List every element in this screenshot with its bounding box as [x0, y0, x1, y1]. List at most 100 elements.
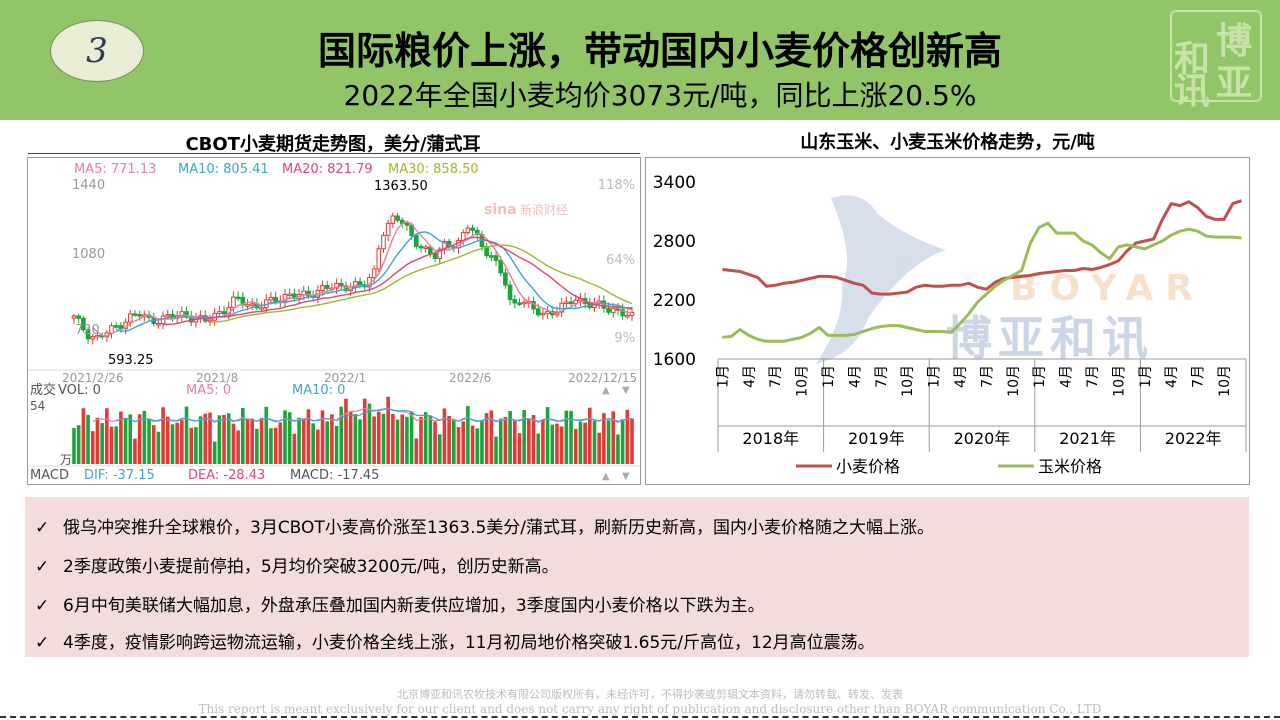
volume-bar: [114, 426, 119, 464]
candle-body: [156, 322, 161, 326]
volume-bar: [517, 433, 522, 464]
title-underline: [28, 153, 640, 154]
logo-char-1: 和: [1174, 38, 1211, 80]
volume-bar: [437, 434, 442, 464]
candle-body: [268, 296, 274, 301]
bullet-1-text: 俄乌冲突推升全球粮价，3月CBOT小麦高价涨至1363.5美分/蒲式耳，刷新历史…: [63, 518, 935, 538]
y-tick-2800: 2800: [653, 232, 696, 252]
vol-axis-max: 54: [30, 399, 45, 413]
volume-bar: [381, 413, 386, 464]
vol-legend: VOL: 0: [58, 383, 101, 398]
check-icon: ✓: [35, 518, 50, 538]
candle-body: [503, 272, 508, 286]
candle-body: [507, 284, 513, 301]
y-tick-1080: 1080: [72, 247, 105, 262]
candle-body: [470, 227, 475, 231]
volume-bar: [339, 406, 344, 464]
volume-bar: [100, 423, 104, 464]
legend-wheat: 小麦价格: [836, 457, 900, 476]
check-icon: ✓: [35, 633, 50, 653]
candle-body: [165, 314, 171, 317]
volume-bar: [133, 438, 137, 464]
volume-bar: [531, 414, 536, 464]
volume-bar: [452, 420, 456, 464]
price-chart-title: 山东玉米、小麦玉米价格走势，元/吨: [800, 132, 1095, 153]
month-label: 1月: [1032, 365, 1048, 388]
volume-bar: [573, 429, 578, 464]
candle-body: [540, 312, 546, 316]
candle-body: [170, 314, 175, 319]
volume-bar: [320, 410, 325, 464]
volume-bar: [194, 427, 198, 464]
cbot-chart-title: CBOT小麦期货走势图，美分/蒲式耳: [185, 134, 481, 155]
volume-bar: [348, 411, 353, 464]
candle-body: [137, 314, 142, 317]
volume-bar: [512, 420, 517, 464]
volume-bar: [386, 396, 390, 464]
bullet-4: ✓ 4季度，疫情影响跨运物流运输，小麦价格全线上涨，11月初局地价格突破1.65元…: [35, 628, 875, 653]
volume-bar: [297, 417, 301, 464]
volume-bar: [161, 407, 165, 464]
volume-bar: [630, 418, 634, 464]
candle-body: [127, 313, 133, 323]
candle-body: [306, 290, 311, 297]
scroll-down-arrow[interactable]: ▼: [622, 385, 630, 396]
macd-scroll-down-arrow[interactable]: ▼: [622, 471, 630, 482]
candle-body: [95, 334, 100, 338]
volume-bar: [362, 398, 367, 464]
volume-bar: [587, 407, 592, 464]
legend: 小麦价格 玉米价格: [796, 457, 1102, 476]
candle-body: [371, 268, 377, 279]
volume-bar: [287, 412, 292, 464]
month-label: 7月: [979, 365, 995, 388]
candle-body: [395, 215, 400, 221]
volume-bar: [90, 431, 95, 464]
volume-bar: [592, 420, 597, 464]
volume-bar: [597, 432, 601, 464]
candle-body: [381, 234, 386, 250]
candle-body: [498, 259, 504, 274]
volume-bar: [602, 413, 606, 464]
bullet-4-text: 4季度，疫情影响跨运物流运输，小麦价格全线上涨，11月初局地价格突破1.65元/…: [63, 633, 875, 653]
candle-body: [620, 308, 625, 317]
candle-body: [90, 336, 96, 340]
volume-bar: [480, 419, 484, 464]
candle-body: [437, 248, 443, 260]
volume-bar: [334, 425, 339, 464]
section-number-badge: 3: [50, 20, 144, 82]
volume-bar: [72, 428, 76, 464]
y-tick-1600: 1600: [653, 350, 696, 370]
volume-bar: [564, 410, 569, 464]
x-label-2022-12-15: 2022/12/15: [568, 371, 637, 385]
dif-legend: DIF: -37.15: [84, 468, 155, 483]
volume-bar: [470, 425, 475, 464]
scroll-up-arrow[interactable]: ▲: [602, 385, 610, 396]
volume-bar: [165, 416, 170, 464]
candle-body: [535, 308, 541, 316]
candle-body: [521, 301, 527, 305]
logo-char-2: 博: [1216, 20, 1253, 62]
volume-bar: [269, 428, 273, 464]
candle-body: [545, 310, 550, 314]
candle-body: [606, 307, 611, 313]
y-axis-ticks: 3400 2800 2200 1600: [653, 173, 696, 370]
pct-tick-9: 9%: [614, 331, 635, 346]
pct-tick-118: 118%: [598, 178, 635, 193]
candle-body: [184, 311, 189, 317]
volume-bar: [578, 421, 583, 464]
volume-bar: [433, 421, 437, 464]
volume-bar: [170, 424, 175, 464]
copyright-en: This report is meant exclusively for our…: [198, 702, 1102, 716]
candle-body: [85, 329, 91, 340]
footer-dashed-line: [0, 716, 1280, 718]
sina-watermark: sina: [484, 202, 517, 218]
x-label-2022-1: 2022/1: [324, 371, 366, 385]
macd-scroll-up-arrow[interactable]: ▲: [602, 471, 610, 482]
month-label: 7月: [1191, 365, 1207, 388]
volume-bar: [255, 428, 259, 464]
low-price-label: 593.25: [108, 353, 154, 368]
volume-bar: [156, 431, 161, 464]
volume-bar: [353, 414, 358, 464]
x-label-2021-2-26: 2021/2/26: [62, 371, 124, 385]
volume-bar: [372, 416, 376, 464]
